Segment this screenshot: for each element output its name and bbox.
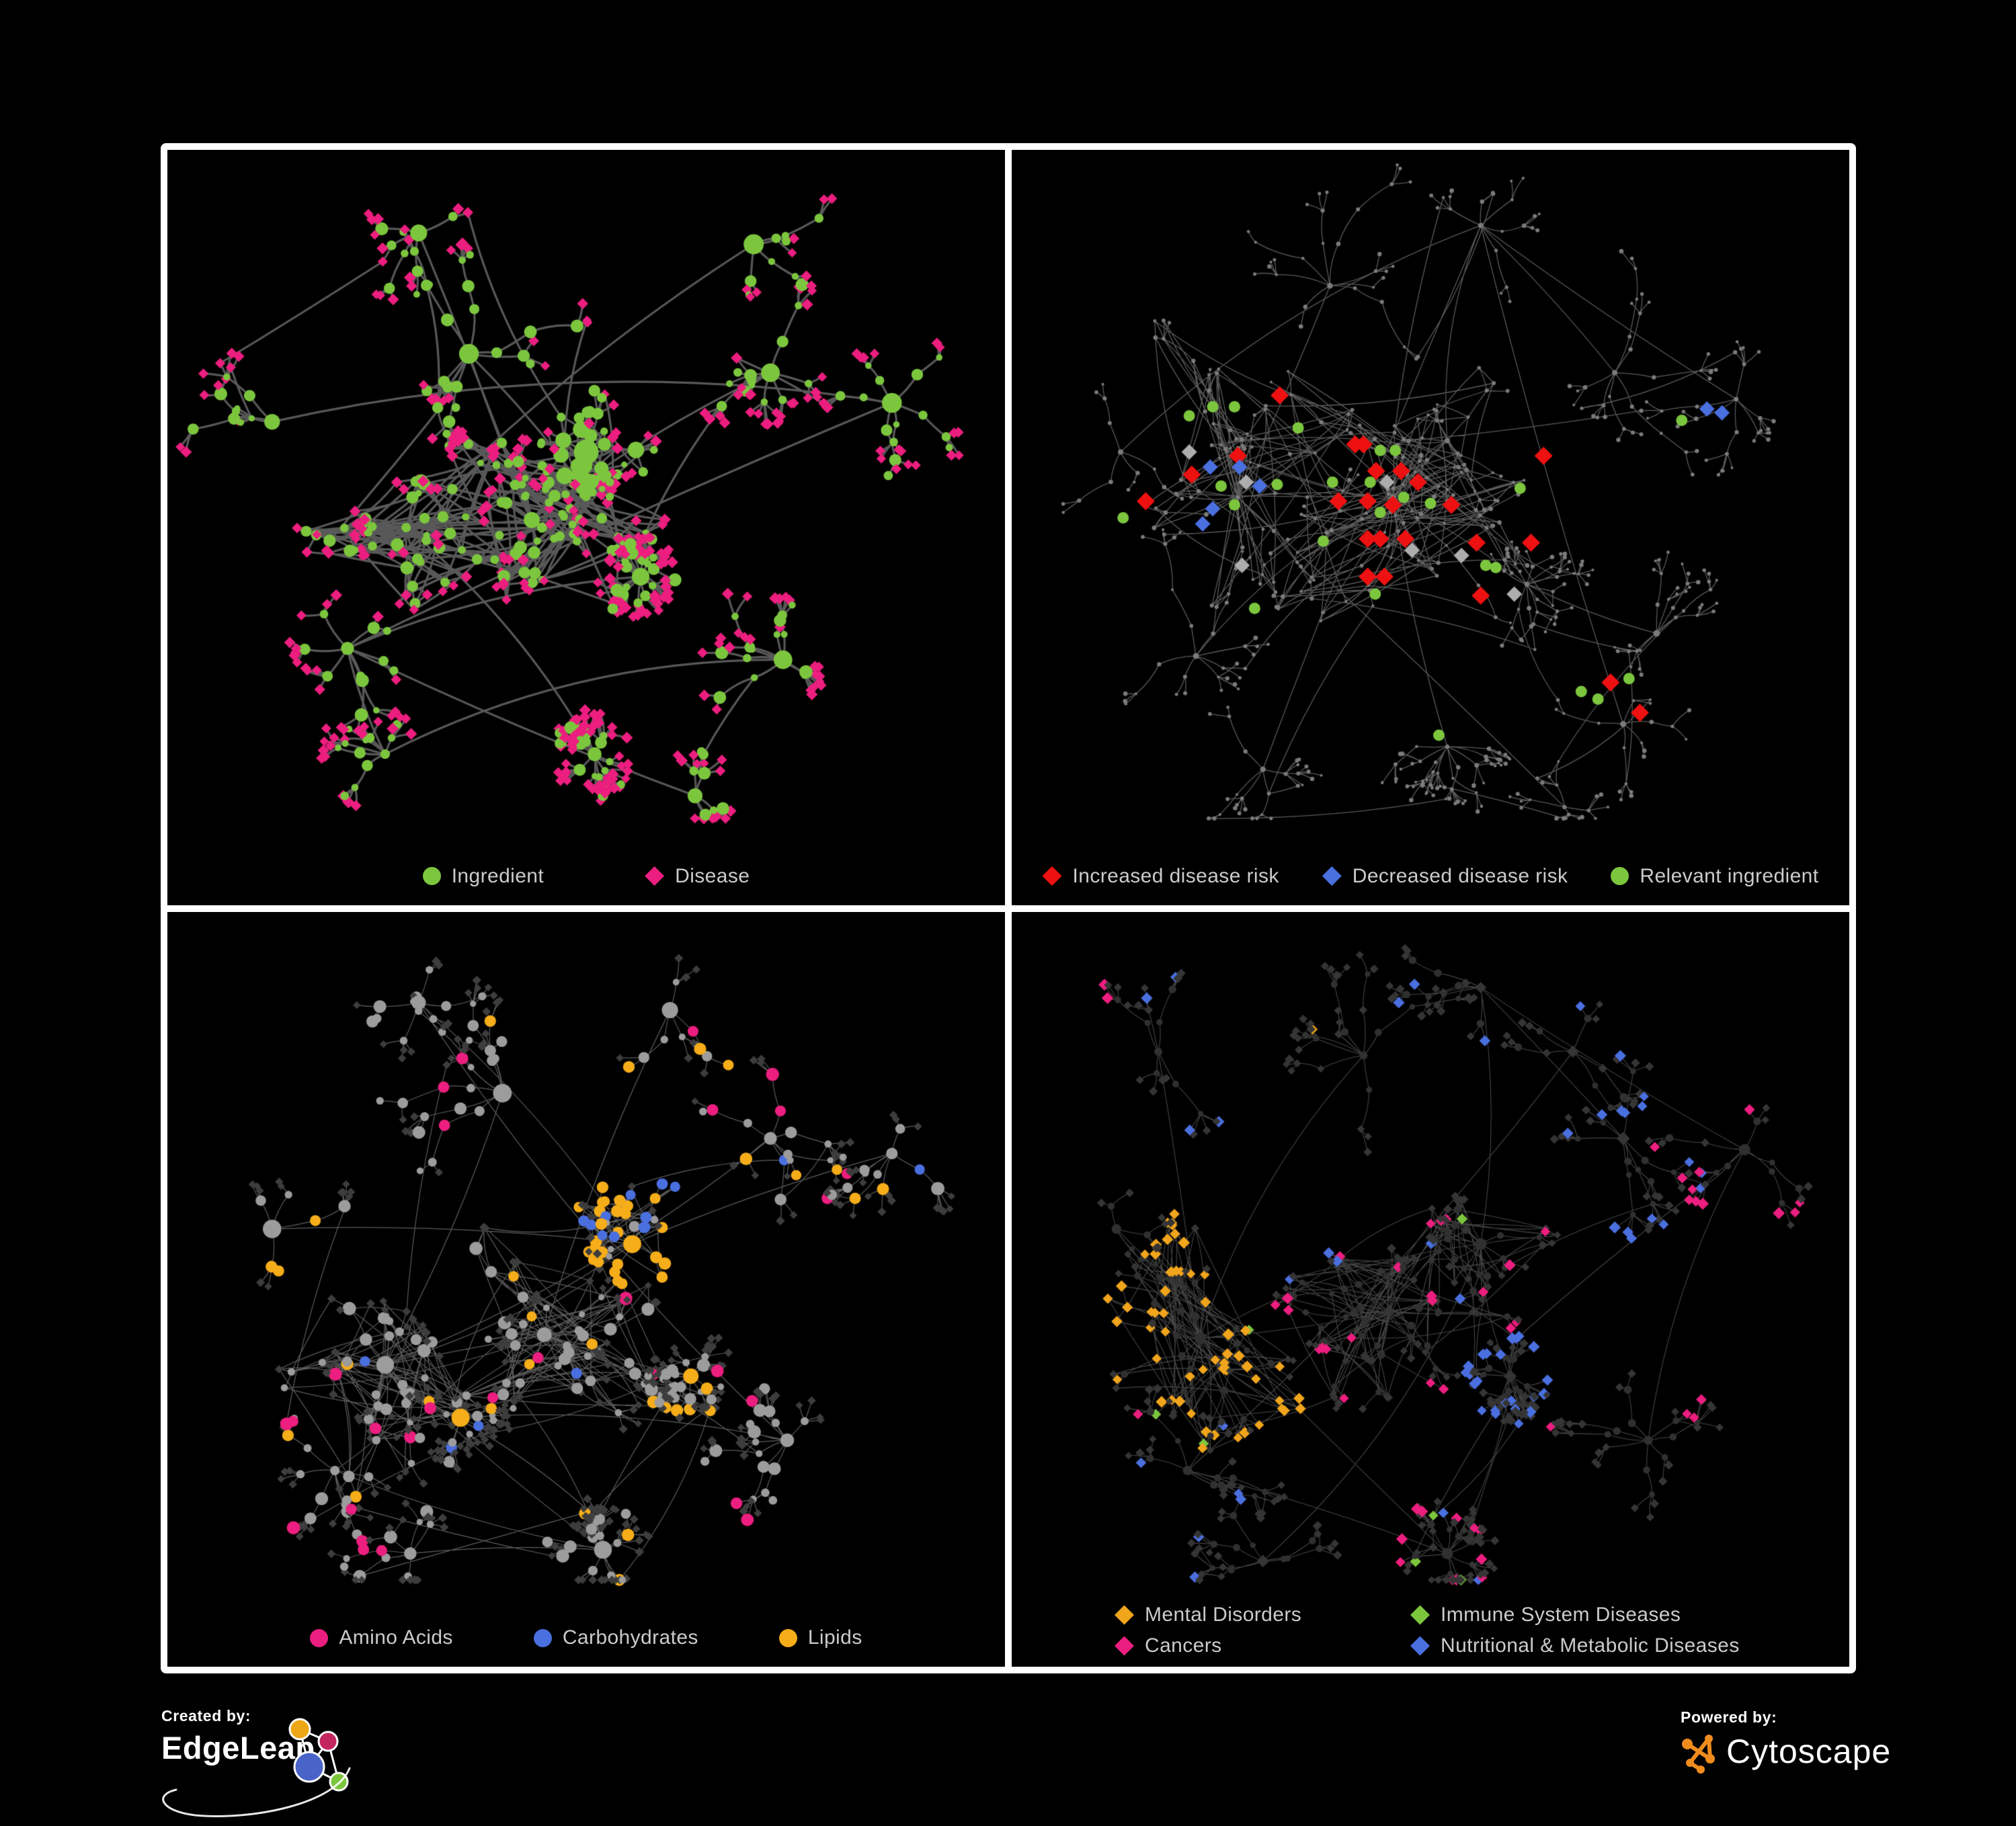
legend-item: Carbohydrates [533, 1626, 698, 1649]
legend-swatch-circle-icon [422, 867, 441, 885]
legend-swatch-circle-icon [778, 1628, 797, 1647]
legend-label: Nutritional & Metabolic Diseases [1441, 1634, 1740, 1657]
legend-item: Amino Acids [310, 1626, 452, 1649]
legend-disease-risk: Increased disease risk Decreased disease … [1012, 865, 1849, 888]
legend-item: Relevant ingredient [1611, 865, 1818, 888]
legend-label: Carbohydrates [562, 1626, 698, 1649]
legend-swatch-diamond-icon [645, 866, 665, 886]
legend-label: Disease [675, 864, 750, 887]
legend-item: Cancers [1115, 1634, 1410, 1657]
legend-disease-classes: Mental Disorders Immune System Diseases Ca… [1012, 1604, 1849, 1657]
legend-swatch-diamond-icon [1115, 1636, 1134, 1656]
legend-item: Nutritional & Metabolic Diseases [1410, 1634, 1739, 1657]
legend-swatch-diamond-icon [1322, 866, 1342, 886]
powered-by-caption: Powered by: [1681, 1708, 1777, 1726]
legend-swatch-diamond-icon [1115, 1605, 1134, 1625]
legend-label: Lipids [807, 1626, 862, 1649]
panel-ingredient-disease: Ingredient Disease [167, 150, 1005, 905]
network-canvas-disease-classes [1012, 911, 1849, 1667]
legend-label: Decreased disease risk [1352, 864, 1568, 887]
legend-item: Lipids [778, 1626, 862, 1649]
legend-item: Decreased disease risk [1322, 865, 1568, 888]
legend-row: Cancers Nutritional & Metabolic Diseases [1115, 1634, 1746, 1657]
legend-item: Increased disease risk [1042, 864, 1279, 888]
legend-label: Amino Acids [339, 1626, 453, 1649]
network-canvas-ingredient-disease [167, 150, 1005, 905]
legend-label: Mental Disorders [1145, 1604, 1302, 1626]
legend-swatch-diamond-icon [1410, 1636, 1430, 1656]
legend-label: Cancers [1145, 1634, 1222, 1657]
panel-disease-risk: Increased disease risk Decreased disease … [1012, 150, 1849, 905]
edgeleap-wordmark: EdgeLeap [161, 1730, 315, 1766]
legend-nutrient-classes: Amino Acids Carbohydrates Lipids [167, 1626, 1005, 1649]
cytoscape-logo: Powered by: Cytoscape [1681, 1708, 1891, 1774]
network-canvas-nutrient-classes [167, 911, 1005, 1667]
legend-swatch-circle-icon [533, 1628, 552, 1647]
legend-label: Ingredient [451, 864, 545, 887]
legend-ingredient-disease: Ingredient Disease [167, 865, 1005, 888]
edgeleap-logo: Created by: EdgeLeap [161, 1707, 403, 1821]
panel-disease-classes: Mental Disorders Immune System Diseases Ca… [1012, 911, 1849, 1667]
legend-label: Relevant ingredient [1640, 864, 1819, 887]
legend-label: Immune System Diseases [1441, 1604, 1681, 1626]
edgeleap-network-icon [288, 1718, 349, 1792]
cytoscape-network-icon [1682, 1735, 1715, 1774]
legend-item: Immune System Diseases [1410, 1604, 1706, 1626]
legend-row: Mental Disorders Immune System Diseases [1115, 1604, 1746, 1626]
created-by-caption: Created by: [161, 1707, 251, 1725]
legend-swatch-circle-icon [1611, 867, 1629, 885]
legend-item: Ingredient [422, 864, 545, 888]
legend-swatch-diamond-icon [1042, 866, 1062, 886]
network-canvas-disease-risk [1012, 150, 1849, 905]
legend-item: Disease [645, 865, 750, 888]
legend-item: Mental Disorders [1115, 1604, 1410, 1626]
panel-nutrient-classes: Amino Acids Carbohydrates Lipids [167, 911, 1005, 1667]
legend-swatch-circle-icon [310, 1628, 329, 1647]
legend-row: Ingredient Disease [422, 864, 750, 888]
figure-grid: Ingredient Disease Increased disease risk… [161, 143, 1856, 1673]
legend-row: Amino Acids Carbohydrates Lipids [310, 1626, 862, 1649]
cytoscape-wordmark: Cytoscape [1726, 1733, 1892, 1770]
legend-label: Increased disease risk [1072, 864, 1279, 887]
legend-swatch-diamond-icon [1410, 1605, 1430, 1625]
legend-row: Increased disease risk Decreased disease … [1042, 864, 1819, 888]
